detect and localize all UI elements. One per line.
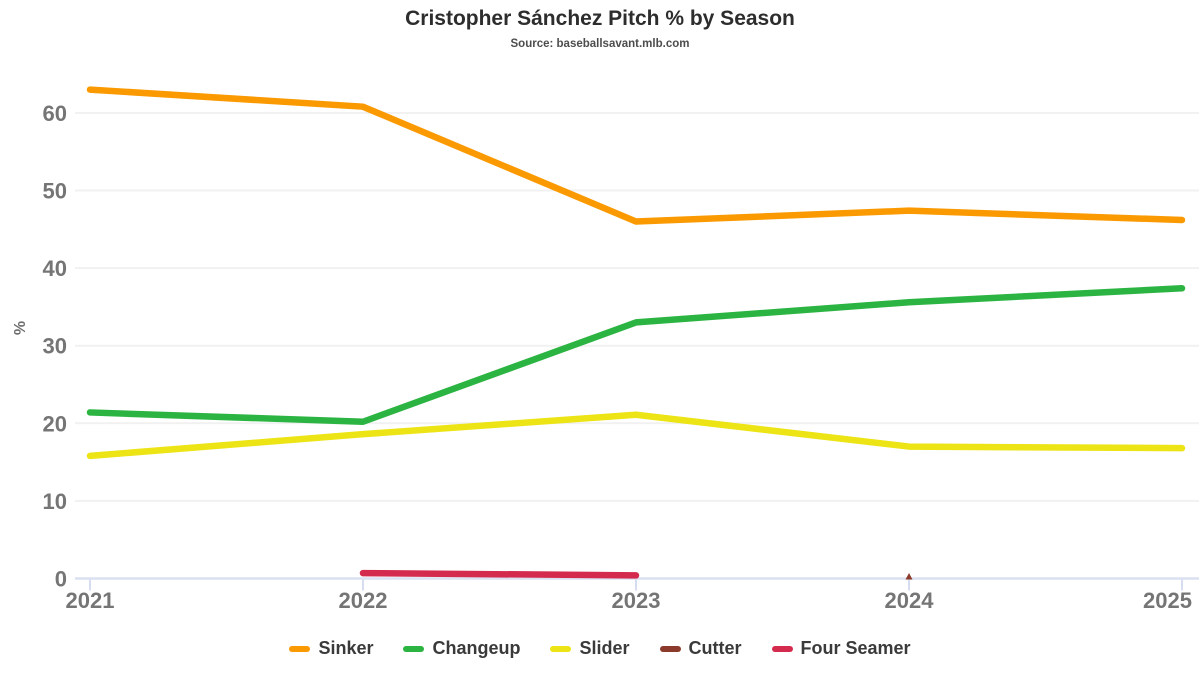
- series-line-slider: [86, 411, 1186, 460]
- legend-item-sinker[interactable]: Sinker: [289, 638, 373, 659]
- chart-subtitle: Source: baseballsavant.mlb.com: [510, 38, 690, 50]
- y-tick-label-50: 50: [43, 179, 67, 204]
- legend-label-cutter: Cutter: [688, 638, 742, 658]
- x-tick-label-2024: 2024: [885, 588, 935, 613]
- legend-label-four-seamer: Four Seamer: [800, 638, 911, 658]
- series-point-cutter: [905, 572, 913, 580]
- chart-title: Cristopher Sánchez Pitch % by Season: [405, 7, 795, 30]
- legend-item-changeup[interactable]: Changeup: [403, 638, 520, 659]
- legend-swatch-changeup: [403, 645, 425, 652]
- series-line-four-seamer: [359, 569, 640, 579]
- y-tick-label-30: 30: [43, 334, 67, 359]
- legend-label-slider: Slider: [579, 638, 630, 658]
- legend-swatch-slider: [550, 645, 572, 652]
- y-tick-label-60: 60: [43, 101, 67, 126]
- y-tick-label-0: 0: [55, 567, 67, 592]
- y-tick-label-10: 10: [43, 489, 67, 514]
- legend-label-sinker: Sinker: [318, 638, 374, 658]
- y-tick-label-40: 40: [43, 256, 67, 281]
- series-line-sinker: [86, 86, 1186, 225]
- x-tick-label-2025: 2025: [1143, 588, 1192, 613]
- x-tick-label-2023: 2023: [612, 588, 661, 613]
- legend-label-changeup: Changeup: [432, 638, 521, 658]
- series-line-changeup: [86, 285, 1186, 425]
- legend-swatch-sinker: [289, 645, 311, 652]
- x-tick-label-2021: 2021: [66, 588, 115, 613]
- y-axis-label: %: [12, 321, 29, 335]
- chart-legend: Sinker Changeup Slider Cutter Four Seamer: [0, 638, 1200, 659]
- legend-swatch-cutter: [659, 645, 681, 652]
- y-tick-label-20: 20: [43, 411, 67, 436]
- legend-swatch-four-seamer: [771, 645, 793, 652]
- legend-item-cutter[interactable]: Cutter: [659, 638, 742, 659]
- x-tick-label-2022: 2022: [339, 588, 388, 613]
- legend-item-slider[interactable]: Slider: [550, 638, 630, 659]
- legend-item-four-seamer[interactable]: Four Seamer: [771, 638, 911, 659]
